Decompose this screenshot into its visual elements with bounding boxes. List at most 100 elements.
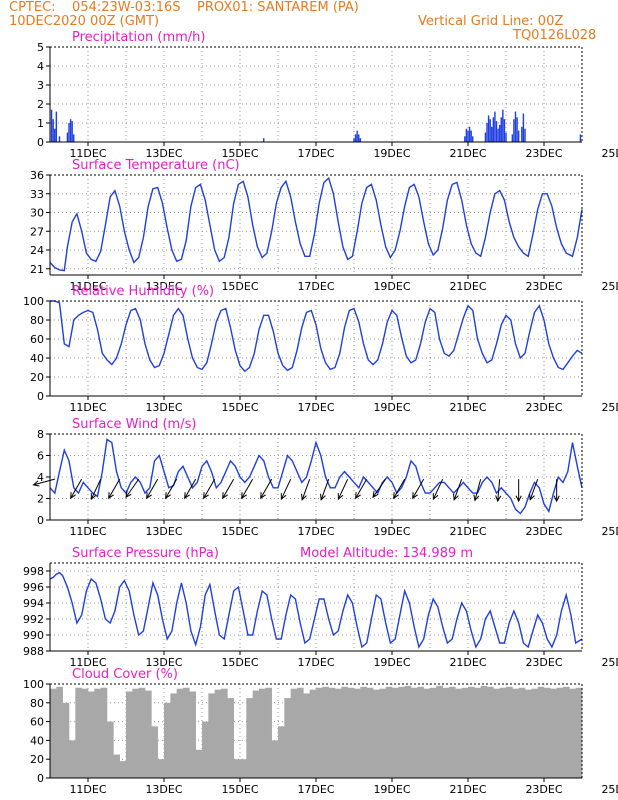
wind-arrow bbox=[125, 478, 140, 498]
humidity-ytick-label: 40 bbox=[30, 352, 44, 365]
cloud-bar bbox=[94, 688, 101, 778]
cloud-ytick-label: 0 bbox=[37, 772, 44, 785]
wind-arrow bbox=[337, 478, 349, 500]
wind-arrow bbox=[280, 478, 292, 500]
precip-bar bbox=[494, 111, 496, 142]
wind-arrow-head bbox=[280, 493, 287, 501]
cloud-bar bbox=[303, 693, 310, 778]
humidity-xtick-label: 19DEC bbox=[373, 401, 410, 414]
precip-bar bbox=[522, 113, 525, 142]
cloud-bar bbox=[423, 688, 431, 778]
cloud-bar bbox=[328, 687, 336, 778]
cloud-bar bbox=[531, 688, 538, 778]
wind-xtick-label: 11DEC bbox=[69, 525, 106, 538]
wind-arrow-head bbox=[260, 492, 266, 500]
precip-bar bbox=[491, 126, 493, 142]
cloud-xtick-label: 15DEC bbox=[221, 783, 258, 796]
precip-bar bbox=[358, 134, 360, 142]
cloud-bar bbox=[214, 689, 222, 778]
temperature-ytick-label: 33 bbox=[30, 188, 44, 201]
header-grid-note: Vertical Grid Line: 00Z bbox=[418, 14, 564, 29]
cloud-bar bbox=[417, 686, 424, 778]
humidity-xtick-label: 25DEC bbox=[601, 401, 618, 414]
cloud-bar bbox=[62, 702, 70, 778]
cloud-bar bbox=[271, 740, 279, 778]
precip-bar bbox=[517, 130, 520, 142]
precip-bar bbox=[489, 119, 491, 142]
cloud-bar bbox=[455, 688, 462, 778]
precipitation-ytick-label: 2 bbox=[37, 98, 44, 111]
wind-arrow-head bbox=[203, 492, 209, 500]
wind-arrow bbox=[165, 478, 178, 499]
precip-bar bbox=[511, 134, 514, 142]
header-run-time: 10DEC2020 00Z (GMT) bbox=[9, 14, 160, 29]
cloud-bar bbox=[398, 686, 405, 778]
header-station: CPTEC: 054:23W-03:16S PROX01: SANTAREM (… bbox=[9, 0, 359, 15]
cloud-bar bbox=[499, 687, 507, 778]
precip-bar bbox=[52, 119, 54, 142]
wind-arrow-head bbox=[108, 492, 114, 500]
wind-arrow-head bbox=[301, 493, 307, 501]
humidity-xtick-label: 15DEC bbox=[221, 401, 258, 414]
cloud-bar bbox=[75, 687, 82, 778]
cloud-bar bbox=[297, 687, 304, 778]
wind-arrow bbox=[203, 478, 216, 499]
cloud-bar bbox=[392, 687, 399, 778]
pressure-annotation: Model Altitude: 134.989 m bbox=[300, 546, 473, 561]
cloud-bar bbox=[81, 688, 89, 778]
wind-arrow bbox=[372, 478, 387, 498]
precip-bar bbox=[71, 121, 73, 142]
wind-arrow bbox=[412, 478, 425, 499]
cloud-ytick-label: 100 bbox=[23, 678, 44, 691]
cloud-bar bbox=[56, 686, 63, 778]
precip-bar bbox=[50, 109, 53, 142]
temperature-ytick-label: 24 bbox=[30, 244, 44, 257]
cloud-xtick-label: 17DEC bbox=[297, 783, 334, 796]
wind-arrow bbox=[432, 478, 444, 500]
precipitation-panel: 0 1 2 3 4 5 11DEC 13DEC 15DEC 17DEC 19DEC 21DEC 23DE… bbox=[37, 30, 618, 160]
humidity-xtick-label: 11DEC bbox=[69, 401, 106, 414]
temperature-ytick-label: 27 bbox=[30, 225, 44, 238]
wind-arrow-head bbox=[473, 494, 480, 502]
wind-arrow bbox=[393, 478, 406, 499]
wind-arrow-head bbox=[515, 495, 522, 503]
precip-bar bbox=[487, 115, 490, 142]
wind-ytick-label: 6 bbox=[37, 450, 44, 463]
pressure-ytick-label: 998 bbox=[23, 565, 44, 578]
wind-arrow-head bbox=[241, 492, 247, 500]
cloud-bar bbox=[100, 687, 108, 778]
cloud-bar bbox=[341, 686, 348, 778]
pressure-panel: 988 990 992 994 996 998 11DEC 13DEC 15DEC 17DEC 19… bbox=[23, 546, 618, 669]
cloud-xtick-label: 19DEC bbox=[373, 783, 410, 796]
precipitation-xtick-label: 19DEC bbox=[373, 147, 410, 160]
cloud-bar bbox=[259, 688, 266, 778]
cloud-bar bbox=[575, 687, 583, 778]
temperature-xtick-label: 13DEC bbox=[145, 280, 182, 293]
precip-bar bbox=[68, 123, 70, 142]
humidity-ytick-label: 80 bbox=[30, 314, 44, 327]
precip-bar bbox=[500, 117, 502, 142]
cloud-bar bbox=[525, 689, 532, 778]
wind-xtick-label: 15DEC bbox=[221, 525, 258, 538]
precip-bar bbox=[54, 128, 56, 142]
cloud-bar bbox=[113, 754, 120, 778]
temperature-xtick-label: 11DEC bbox=[69, 280, 106, 293]
cloud-bar bbox=[385, 686, 393, 778]
cloud-bar bbox=[176, 688, 184, 778]
wind-arrow bbox=[70, 478, 83, 499]
cloud-bar bbox=[316, 687, 323, 778]
cloud-xtick-label: 13DEC bbox=[145, 783, 182, 796]
precip-bar bbox=[579, 134, 582, 142]
precip-bar bbox=[495, 121, 498, 142]
wind-ytick-label: 2 bbox=[37, 493, 44, 506]
pressure-ytick-label: 992 bbox=[23, 613, 44, 626]
humidity-xtick-label: 13DEC bbox=[145, 401, 182, 414]
precip-bar bbox=[263, 138, 265, 142]
cloud-bar bbox=[252, 690, 260, 778]
precip-bar bbox=[503, 119, 506, 142]
precip-bar bbox=[513, 119, 515, 142]
cloud-bar bbox=[246, 698, 253, 778]
precip-bar bbox=[521, 126, 523, 142]
cloud-bar bbox=[360, 686, 367, 778]
cloud-bar bbox=[278, 726, 285, 778]
